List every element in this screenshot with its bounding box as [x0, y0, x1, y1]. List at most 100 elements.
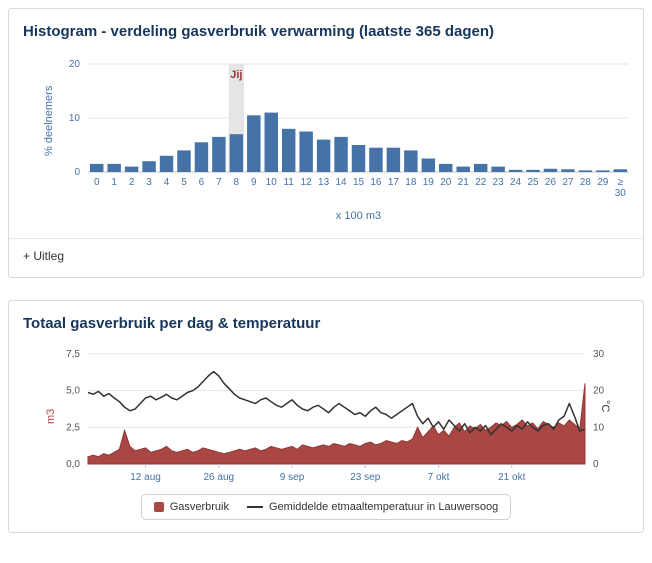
histogram-bar[interactable]	[491, 166, 505, 172]
x-tick-label: 12 aug	[130, 472, 161, 483]
histogram-bar[interactable]	[351, 145, 366, 172]
x-tick-label: 23	[493, 177, 505, 188]
uitleg-toggle[interactable]: + Uitleg	[23, 249, 65, 263]
right-tick-label: 10	[593, 422, 605, 433]
temperatuur-line[interactable]	[87, 370, 586, 436]
x-tick-label: 7	[216, 177, 222, 188]
histogram-bar[interactable]	[212, 136, 226, 172]
histogram-bar[interactable]	[596, 170, 610, 172]
x-tick-label: 1	[111, 177, 117, 188]
y-tick-label: 10	[69, 113, 81, 124]
x-tick-label: 17	[388, 177, 400, 188]
histogram-panel: Histogram - verdeling gasverbruik verwar…	[8, 8, 644, 278]
right-tick-label: 0	[593, 459, 599, 470]
temperatuur-swatch-icon	[246, 506, 263, 508]
y-tick-label: 20	[69, 59, 81, 70]
legend-label-temperatuur: Gemiddelde etmaaltemperatuur in Lauwerso…	[268, 501, 499, 513]
histogram-bar[interactable]	[177, 150, 191, 172]
histogram-chart: % deelnemers 0 10 20 Jij 0 1 2 3 4 5 6 7 8 9 10 11 12 13 1…	[17, 54, 635, 206]
histogram-bar[interactable]	[508, 169, 523, 172]
x-tick-label: 3	[146, 177, 152, 188]
x-tick-label: 10	[266, 177, 278, 188]
histogram-bar[interactable]	[386, 147, 401, 172]
legend-item-gasverbruik[interactable]: Gasverbruik	[153, 501, 229, 513]
histogram-bar[interactable]	[456, 166, 470, 172]
histogram-bar[interactable]	[281, 128, 296, 172]
chart-legend: Gasverbruik Gemiddelde etmaaltemperatuur…	[140, 494, 512, 520]
histogram-bar[interactable]	[299, 131, 313, 173]
histogram-bar[interactable]	[421, 158, 436, 173]
histogram-bar[interactable]	[107, 163, 121, 172]
histogram-bar[interactable]	[229, 134, 244, 172]
histogram-bar[interactable]	[142, 161, 156, 172]
left-tick-label: 5,0	[66, 386, 80, 397]
daily-svg: 0,0 0 2,5 10 5,0 20 7,5 30 12 aug 26 aug 9 sep 23 s…	[66, 349, 605, 483]
histogram-bar[interactable]	[264, 112, 278, 172]
histogram-panel-title: Histogram - verdeling gasverbruik verwar…	[23, 23, 494, 40]
x-tick-label: 6	[199, 177, 205, 188]
histogram-bar[interactable]	[316, 139, 331, 172]
legend-label-gasverbruik: Gasverbruik	[169, 501, 229, 513]
histogram-bar[interactable]	[369, 147, 383, 172]
y-tick-label: 0	[74, 167, 80, 178]
x-tick-label: 15	[353, 177, 365, 188]
x-tick-label: 2	[129, 177, 135, 188]
jij-marker-label: Jij	[230, 69, 242, 81]
histogram-bar[interactable]	[334, 136, 348, 172]
histogram-bar[interactable]	[194, 142, 209, 172]
x-tick-label: 12	[301, 177, 313, 188]
left-tick-label: 2,5	[66, 422, 80, 433]
x-tick-label: 18	[405, 177, 417, 188]
x-tick-label: 19	[423, 177, 435, 188]
x-tick-label: 25	[527, 177, 539, 188]
x-tick-label: 27	[562, 177, 574, 188]
gasverbruik-area[interactable]	[87, 383, 586, 465]
histogram-bar[interactable]	[543, 168, 558, 172]
x-tick-label: 9 sep	[280, 472, 305, 483]
gasverbruik-swatch-icon	[153, 502, 164, 512]
x-tick-label: 11	[283, 177, 294, 188]
x-tick-label: 7 okt	[428, 472, 450, 483]
histogram-bar[interactable]	[124, 166, 139, 172]
x-tick-label: 0	[94, 177, 100, 188]
x-tick-label: 23 sep	[350, 472, 380, 483]
left-tick-label: 7,5	[66, 349, 80, 360]
daily-right-axis-title: °C	[599, 400, 611, 413]
daily-left-axis-title: m3	[45, 408, 57, 424]
x-tick-label: 24	[510, 177, 522, 188]
x-tick-label: 29	[597, 177, 609, 188]
daily-panel-title: Totaal gasverbruik per dag & temperatuur	[23, 315, 321, 332]
x-tick-label: 22	[475, 177, 487, 188]
histogram-bar[interactable]	[561, 169, 575, 172]
x-tick-label: 4	[164, 177, 170, 188]
x-tick-label: 13	[318, 177, 330, 188]
histogram-bar[interactable]	[90, 163, 104, 172]
histogram-bar[interactable]	[404, 150, 418, 172]
x-tick-label: ≥	[618, 177, 624, 188]
histogram-bar[interactable]	[578, 170, 593, 172]
x-tick-label: 14	[335, 177, 347, 188]
histogram-bar[interactable]	[439, 163, 453, 172]
x-tick-label: 21	[458, 177, 470, 188]
histogram-bar[interactable]	[247, 115, 261, 172]
histogram-bar[interactable]	[159, 155, 174, 172]
histogram-x-axis-title: x 100 m3	[335, 210, 382, 222]
right-tick-label: 20	[593, 386, 605, 397]
legend-item-temperatuur[interactable]: Gemiddelde etmaaltemperatuur in Lauwerso…	[246, 501, 499, 513]
x-tick-label: 21 okt	[498, 472, 525, 483]
x-tick-label: 20	[440, 177, 452, 188]
x-tick-label: 30	[615, 188, 627, 199]
histogram-y-axis-title: % deelnemers	[43, 85, 55, 156]
x-tick-label: 5	[181, 177, 187, 188]
histogram-bar[interactable]	[526, 169, 540, 172]
histogram-bar[interactable]	[473, 163, 488, 172]
histogram-bar[interactable]	[613, 169, 627, 172]
x-tick-label: 26	[545, 177, 557, 188]
daily-chart: m3 0,0 0 2,5 10 5,0 20 7,5 30 12 aug 26 aug 9 sep 2…	[17, 346, 635, 486]
x-tick-label: 9	[251, 177, 257, 188]
panel-divider	[9, 238, 643, 239]
x-tick-label: 26 aug	[203, 472, 234, 483]
right-tick-label: 30	[593, 349, 605, 360]
x-tick-label: 8	[234, 177, 240, 188]
